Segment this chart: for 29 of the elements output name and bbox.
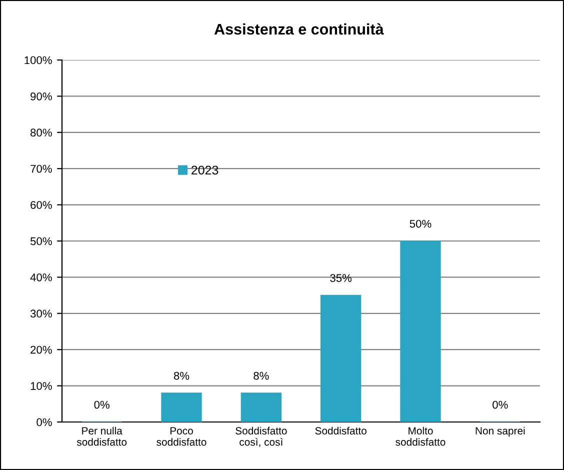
- bar: [161, 392, 202, 422]
- bar: [320, 294, 362, 422]
- y-tick-label: 30%: [30, 310, 52, 318]
- y-tick-label: 90%: [30, 92, 52, 100]
- y-tick-label: 50%: [30, 237, 52, 246]
- y-tick-label: 0%: [36, 418, 52, 426]
- y-tick-label: 60%: [30, 201, 52, 209]
- y-tick-label: 100%: [24, 56, 52, 64]
- y-tick-label: 80%: [30, 128, 52, 137]
- x-tick-label: Non saprei: [476, 426, 525, 437]
- chart-title: Assistenza e continuità: [214, 23, 384, 35]
- text: 8%: [254, 372, 269, 380]
- bar: [400, 240, 441, 422]
- bar: [240, 392, 282, 422]
- x-tick-label: Soddisfatto: [315, 426, 366, 435]
- y-tick-label: 40%: [30, 273, 52, 282]
- text: 50%: [410, 220, 432, 228]
- text: 8%: [174, 372, 190, 380]
- text: 0%: [492, 400, 508, 409]
- text: 35%: [330, 274, 352, 282]
- x-tick-label: Soddisfatto così, così: [236, 426, 287, 447]
- x-tick-label: Poco soddisfatto: [156, 427, 206, 446]
- legend-label: 2023: [192, 166, 218, 175]
- y-tick-label: 10%: [30, 382, 52, 390]
- text: 0%: [94, 400, 110, 409]
- y-tick-label: 70%: [30, 164, 52, 173]
- x-tick-label: Per nulla soddisfatto: [76, 426, 127, 446]
- x-tick-label: Molto soddisfatto: [396, 426, 446, 446]
- y-tick-label: 20%: [30, 346, 52, 354]
